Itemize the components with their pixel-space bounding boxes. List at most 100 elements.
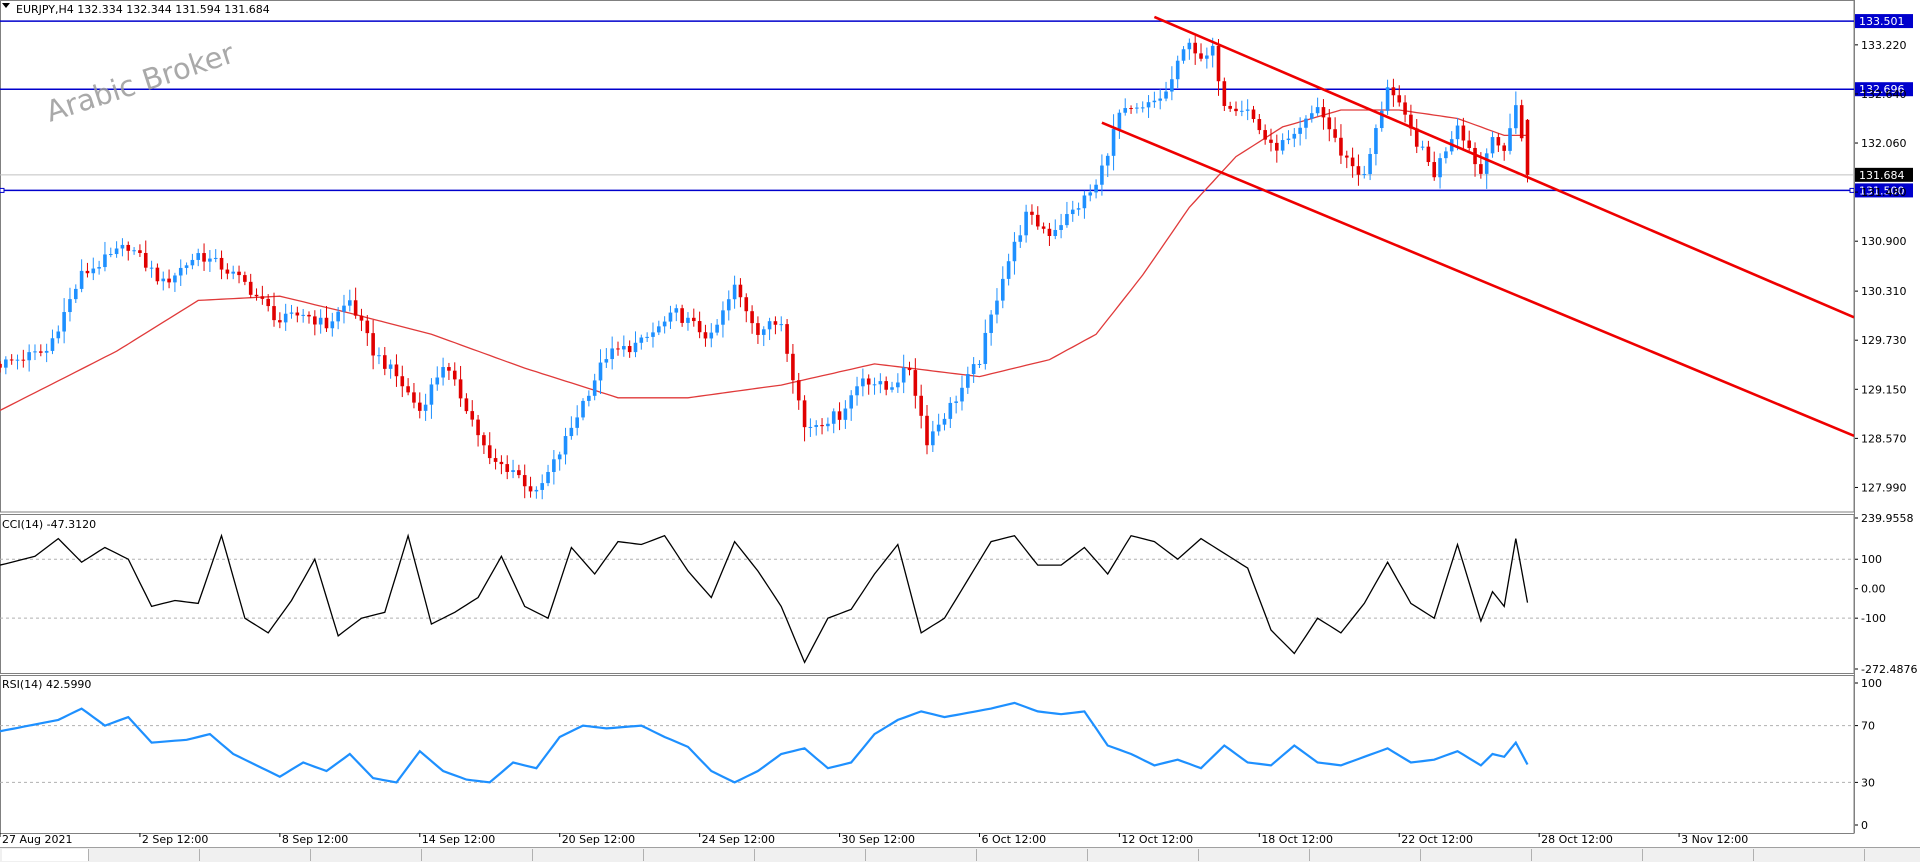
candle-body bbox=[569, 427, 574, 437]
level-handle-left[interactable] bbox=[0, 187, 5, 193]
candle bbox=[767, 317, 772, 341]
candle-body bbox=[161, 278, 166, 282]
symbol-tab[interactable] bbox=[977, 849, 1088, 861]
channel-lower-line[interactable] bbox=[1101, 121, 1855, 438]
candle bbox=[598, 349, 603, 394]
level-price-label: 131.500 bbox=[1859, 184, 1905, 197]
candle-body bbox=[1129, 108, 1133, 110]
symbol-tab[interactable] bbox=[422, 849, 533, 861]
candle bbox=[278, 312, 282, 329]
candle bbox=[645, 332, 649, 343]
candle-body bbox=[662, 321, 667, 327]
candle bbox=[1205, 47, 1209, 69]
candle-body bbox=[709, 332, 714, 339]
candle bbox=[1333, 117, 1337, 143]
candle-body bbox=[557, 454, 562, 460]
candle bbox=[604, 348, 609, 368]
level-price-label: 133.501 bbox=[1859, 15, 1905, 28]
symbol-tab[interactable] bbox=[866, 849, 977, 861]
candle bbox=[1280, 133, 1285, 155]
candle-body bbox=[149, 267, 154, 269]
candle-body bbox=[767, 321, 772, 330]
symbol-tab[interactable] bbox=[200, 849, 311, 861]
symbol-tab[interactable] bbox=[755, 849, 866, 861]
candle-body bbox=[878, 381, 883, 385]
candle-body bbox=[1000, 278, 1005, 301]
candle bbox=[301, 308, 305, 323]
candle bbox=[190, 253, 195, 270]
candle-body bbox=[1269, 139, 1273, 143]
candle-body bbox=[1432, 162, 1437, 178]
candle-body bbox=[219, 257, 224, 270]
candle bbox=[907, 361, 912, 376]
symbol-tab[interactable] bbox=[2, 849, 89, 861]
candle bbox=[552, 450, 556, 485]
level-price-tag bbox=[1855, 183, 1913, 198]
symbol-tab[interactable] bbox=[1199, 849, 1310, 861]
symbol-tab[interactable] bbox=[1754, 849, 1865, 861]
candle bbox=[1374, 124, 1378, 166]
candle-body bbox=[225, 269, 230, 274]
candle bbox=[931, 420, 935, 452]
symbol-tab[interactable] bbox=[1088, 849, 1199, 861]
candle-body bbox=[1438, 158, 1442, 178]
cci-axis-label: 239.9558 bbox=[1861, 512, 1914, 525]
rsi-axis-label: 100 bbox=[1861, 677, 1882, 690]
candle-body bbox=[33, 351, 37, 353]
cci-axis-label: 0.00 bbox=[1861, 583, 1886, 596]
symbol-tab[interactable] bbox=[644, 849, 755, 861]
candle-body bbox=[936, 424, 941, 432]
candle bbox=[592, 373, 597, 401]
candle-body bbox=[511, 470, 515, 472]
symbol-tab[interactable] bbox=[1421, 849, 1532, 861]
candle bbox=[1240, 100, 1244, 117]
candle-body bbox=[592, 380, 597, 396]
channel-upper-line[interactable] bbox=[1153, 15, 1855, 319]
symbol-tab[interactable] bbox=[89, 849, 200, 861]
candle-body bbox=[202, 253, 206, 262]
candle bbox=[1368, 147, 1372, 181]
candle-body bbox=[173, 275, 177, 283]
candle-body bbox=[1111, 128, 1116, 156]
candle bbox=[581, 398, 585, 421]
candle bbox=[1053, 219, 1058, 240]
candle bbox=[971, 357, 976, 383]
candle bbox=[120, 238, 125, 257]
candle bbox=[744, 293, 749, 323]
candle bbox=[1152, 91, 1157, 108]
symbol-tab[interactable] bbox=[533, 849, 644, 861]
candle-body bbox=[138, 250, 142, 253]
candle-body bbox=[925, 415, 929, 446]
candle-body bbox=[1280, 140, 1285, 151]
candle bbox=[208, 249, 212, 272]
candle bbox=[1461, 117, 1466, 149]
candle bbox=[1362, 165, 1367, 179]
chart-menu-triangle-icon[interactable] bbox=[2, 3, 10, 8]
candle bbox=[289, 304, 294, 319]
candle-body bbox=[785, 324, 789, 354]
candle bbox=[1000, 266, 1005, 309]
candle-body bbox=[9, 359, 14, 361]
symbol-tab-strip bbox=[0, 847, 1920, 862]
candle bbox=[627, 340, 632, 358]
candle bbox=[791, 344, 795, 394]
level-handle-right[interactable] bbox=[1849, 187, 1855, 193]
candle-body bbox=[598, 362, 603, 381]
candle-body bbox=[1065, 214, 1069, 226]
candle-body bbox=[750, 311, 754, 324]
candle bbox=[79, 259, 84, 293]
candle-body bbox=[1181, 49, 1186, 61]
symbol-tab[interactable] bbox=[1310, 849, 1421, 861]
time-axis-label: 30 Sep 12:00 bbox=[842, 833, 915, 846]
candle-body bbox=[639, 337, 644, 343]
candle-body bbox=[1525, 119, 1530, 175]
price-axis-label: 132.640 bbox=[1861, 88, 1907, 101]
symbol-tab[interactable] bbox=[1532, 849, 1643, 861]
candle-body bbox=[1146, 102, 1151, 108]
symbol-tab[interactable] bbox=[1643, 849, 1754, 861]
candle bbox=[861, 368, 865, 397]
symbol-tab[interactable] bbox=[311, 849, 422, 861]
candle bbox=[901, 354, 906, 394]
